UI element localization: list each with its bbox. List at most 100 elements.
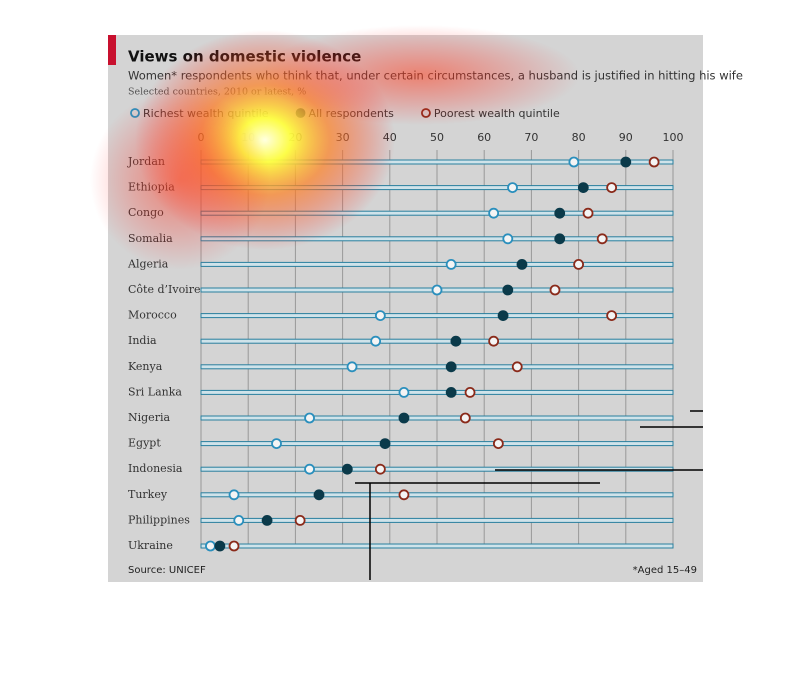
dot (606, 182, 618, 194)
y-tick-label: Indonesia (128, 462, 183, 475)
y-tick-label: Nigeria (128, 411, 170, 424)
x-tick-label: 60 (477, 131, 491, 144)
stray-lines (355, 410, 703, 580)
chart-title: Views on domestic violence (128, 48, 361, 66)
dot (488, 207, 500, 219)
row-line (200, 492, 674, 498)
dot (346, 361, 358, 373)
y-tick-label: Ethiopia (128, 181, 175, 194)
dot (568, 156, 580, 168)
x-tick-label: 40 (383, 131, 397, 144)
y-tick-label: Jordan (127, 155, 165, 168)
legend-label: Poorest wealth quintile (434, 107, 560, 120)
y-tick-label: Algeria (127, 257, 169, 270)
x-tick-label: 0 (198, 131, 205, 144)
row-line (200, 159, 674, 165)
y-tick-label: Somalia (128, 232, 173, 245)
row-line (200, 415, 674, 421)
row-line (200, 338, 674, 344)
row-line (200, 543, 674, 549)
dot (341, 463, 353, 475)
x-tick-label: 50 (430, 131, 444, 144)
row-line (200, 364, 674, 370)
dot (304, 412, 315, 424)
dot (620, 156, 632, 168)
y-tick-label: Congo (128, 206, 164, 219)
row-line (200, 313, 674, 319)
dot (445, 258, 457, 270)
row-line (200, 261, 674, 267)
dot (554, 233, 566, 245)
dot (370, 335, 382, 347)
dot (582, 207, 594, 219)
dot (554, 207, 566, 219)
row-line (200, 389, 674, 395)
x-tick-label: 90 (619, 131, 633, 144)
dot (488, 335, 500, 347)
dot (492, 438, 504, 450)
legend-label: Richest wealth quintile (143, 107, 269, 120)
x-tick-label: 70 (524, 131, 538, 144)
x-tick-label: 10 (241, 131, 255, 144)
row-line (200, 210, 674, 216)
title-tag (108, 35, 116, 65)
dot (261, 515, 273, 526)
dot (502, 284, 514, 296)
dot (445, 386, 457, 398)
dot (374, 310, 386, 322)
dot (228, 540, 240, 552)
chart-note: Selected countries, 2010 or latest, % (128, 87, 306, 98)
row-line (200, 441, 674, 447)
dot (398, 386, 410, 398)
dot (205, 540, 216, 552)
dot (398, 412, 410, 424)
x-tick-label: 20 (288, 131, 302, 144)
dot (648, 156, 660, 168)
legend-label: All respondents (309, 107, 395, 120)
y-tick-label: Kenya (128, 360, 163, 373)
dot (233, 515, 245, 526)
y-tick-label: Philippines (128, 513, 190, 526)
dot (313, 489, 325, 501)
dot (294, 515, 306, 526)
dot (507, 182, 518, 194)
row-line (200, 185, 674, 191)
dot (374, 463, 386, 475)
y-tick-label: Ukraine (128, 539, 173, 552)
legend-marker (295, 108, 306, 118)
dot (549, 284, 561, 296)
dot (459, 412, 471, 424)
dot (606, 310, 618, 322)
row-line (200, 466, 674, 472)
dot (450, 335, 462, 347)
y-tick-label: Morocco (128, 309, 177, 322)
dot (271, 438, 282, 450)
dot (596, 233, 608, 245)
dot (304, 463, 315, 475)
x-tick-label: 100 (663, 131, 684, 144)
chart-subtitle: Women* respondents who think that, under… (128, 69, 743, 83)
dot (502, 233, 514, 245)
dot (573, 258, 584, 270)
x-tick-label: 80 (572, 131, 586, 144)
dot (398, 489, 410, 501)
dot (577, 182, 589, 194)
dot (497, 310, 509, 322)
dot (228, 489, 240, 501)
row-line (200, 517, 674, 523)
y-tick-label: India (128, 334, 157, 347)
source: Source: UNICEF (128, 565, 206, 576)
dot (445, 361, 457, 373)
dot (464, 386, 476, 398)
dot (431, 284, 443, 296)
dot (511, 361, 523, 373)
dot (516, 258, 528, 270)
y-tick-label: Côte d’Ivoire (128, 283, 200, 296)
y-tick-label: Sri Lanka (128, 385, 182, 398)
dot (379, 438, 391, 450)
x-tick-label: 30 (336, 131, 350, 144)
y-tick-label: Turkey (128, 488, 168, 501)
footnote: *Aged 15–49 (633, 565, 697, 576)
